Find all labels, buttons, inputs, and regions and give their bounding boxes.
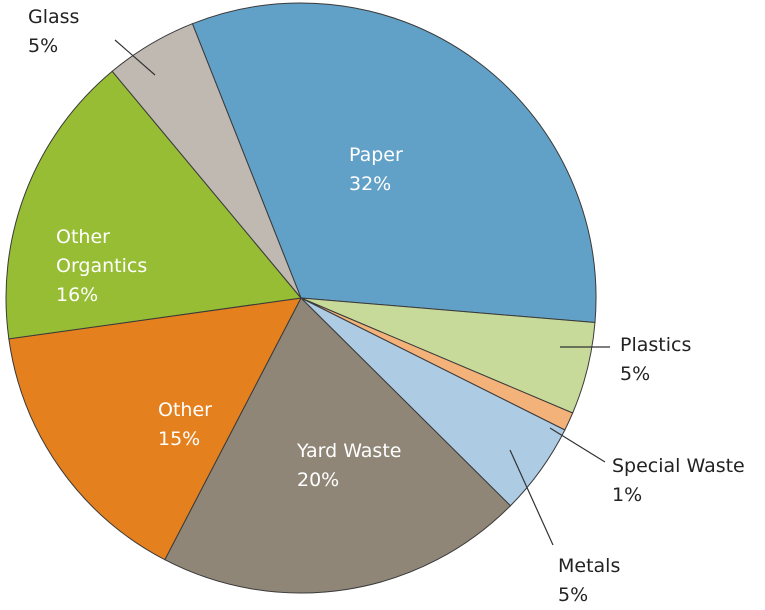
slice-label: Plastics 5% <box>620 331 691 389</box>
slice-label: Paper 32% <box>349 141 403 199</box>
pie-slice <box>111 23 302 299</box>
category-label: Metals <box>558 555 621 577</box>
value-label: 1% <box>612 484 643 506</box>
value-label: 15% <box>158 428 201 450</box>
value-label: 32% <box>349 173 392 195</box>
category-label: Other Organtics <box>56 226 148 277</box>
slice-label: Yard Waste 20% <box>297 437 401 495</box>
category-label: Paper <box>349 144 403 166</box>
slice-label: Other Organtics 16% <box>56 223 166 310</box>
slice-label: Other 15% <box>158 396 212 454</box>
value-label: 5% <box>28 35 59 57</box>
category-label: Special Waste <box>612 455 745 477</box>
slice-label: Metals 5% <box>558 552 620 610</box>
leader-line <box>549 427 606 463</box>
leader-line <box>509 449 554 546</box>
category-label: Glass <box>28 6 80 28</box>
slice-label: Glass 5% <box>28 3 79 61</box>
category-label: Plastics <box>620 334 692 356</box>
value-label: 5% <box>620 363 651 385</box>
chart: Paper 32% Plastics 5% Special Waste 1% Metals 5… <box>5 2 745 606</box>
pie-slice <box>5 70 302 340</box>
pie <box>5 2 610 594</box>
category-label: Other <box>158 399 212 421</box>
pie-slice <box>191 2 597 324</box>
value-label: 5% <box>558 584 589 606</box>
slice-label: Special Waste 1% <box>612 452 745 510</box>
value-label: 16% <box>56 284 99 306</box>
pie-slice <box>8 297 302 561</box>
leader-line <box>114 39 156 76</box>
pie-slice <box>164 297 512 594</box>
category-label: Yard Waste <box>297 440 402 462</box>
value-label: 20% <box>297 469 340 491</box>
